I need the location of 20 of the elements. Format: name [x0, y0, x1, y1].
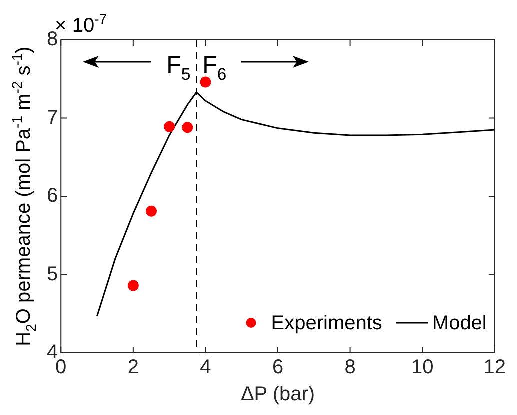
x-tick-label: 4 [200, 356, 212, 379]
x-tick-label: 2 [128, 356, 139, 379]
x-tick-label: 10 [411, 356, 434, 379]
point [164, 121, 176, 132]
x-axis-title: ΔP (bar) [240, 384, 316, 406]
y-tick-label: 7 [47, 106, 58, 129]
x-tick-label: 6 [272, 356, 284, 379]
x-tick-label: 0 [56, 356, 67, 379]
x-tick-label: 12 [484, 356, 506, 379]
text: H2O permeance (mol Pa-1 m-2 s-1) [9, 46, 39, 346]
point [128, 280, 139, 292]
point [146, 206, 157, 217]
legend-label: Model [432, 312, 487, 335]
y-tick-label: 5 [47, 263, 58, 286]
point [182, 122, 194, 134]
point [200, 76, 212, 88]
legend-label: Experiments [271, 312, 382, 335]
x-tick-label: 8 [344, 356, 356, 379]
y-tick-label: 8 [47, 28, 58, 51]
y-tick-label: 6 [47, 185, 58, 208]
